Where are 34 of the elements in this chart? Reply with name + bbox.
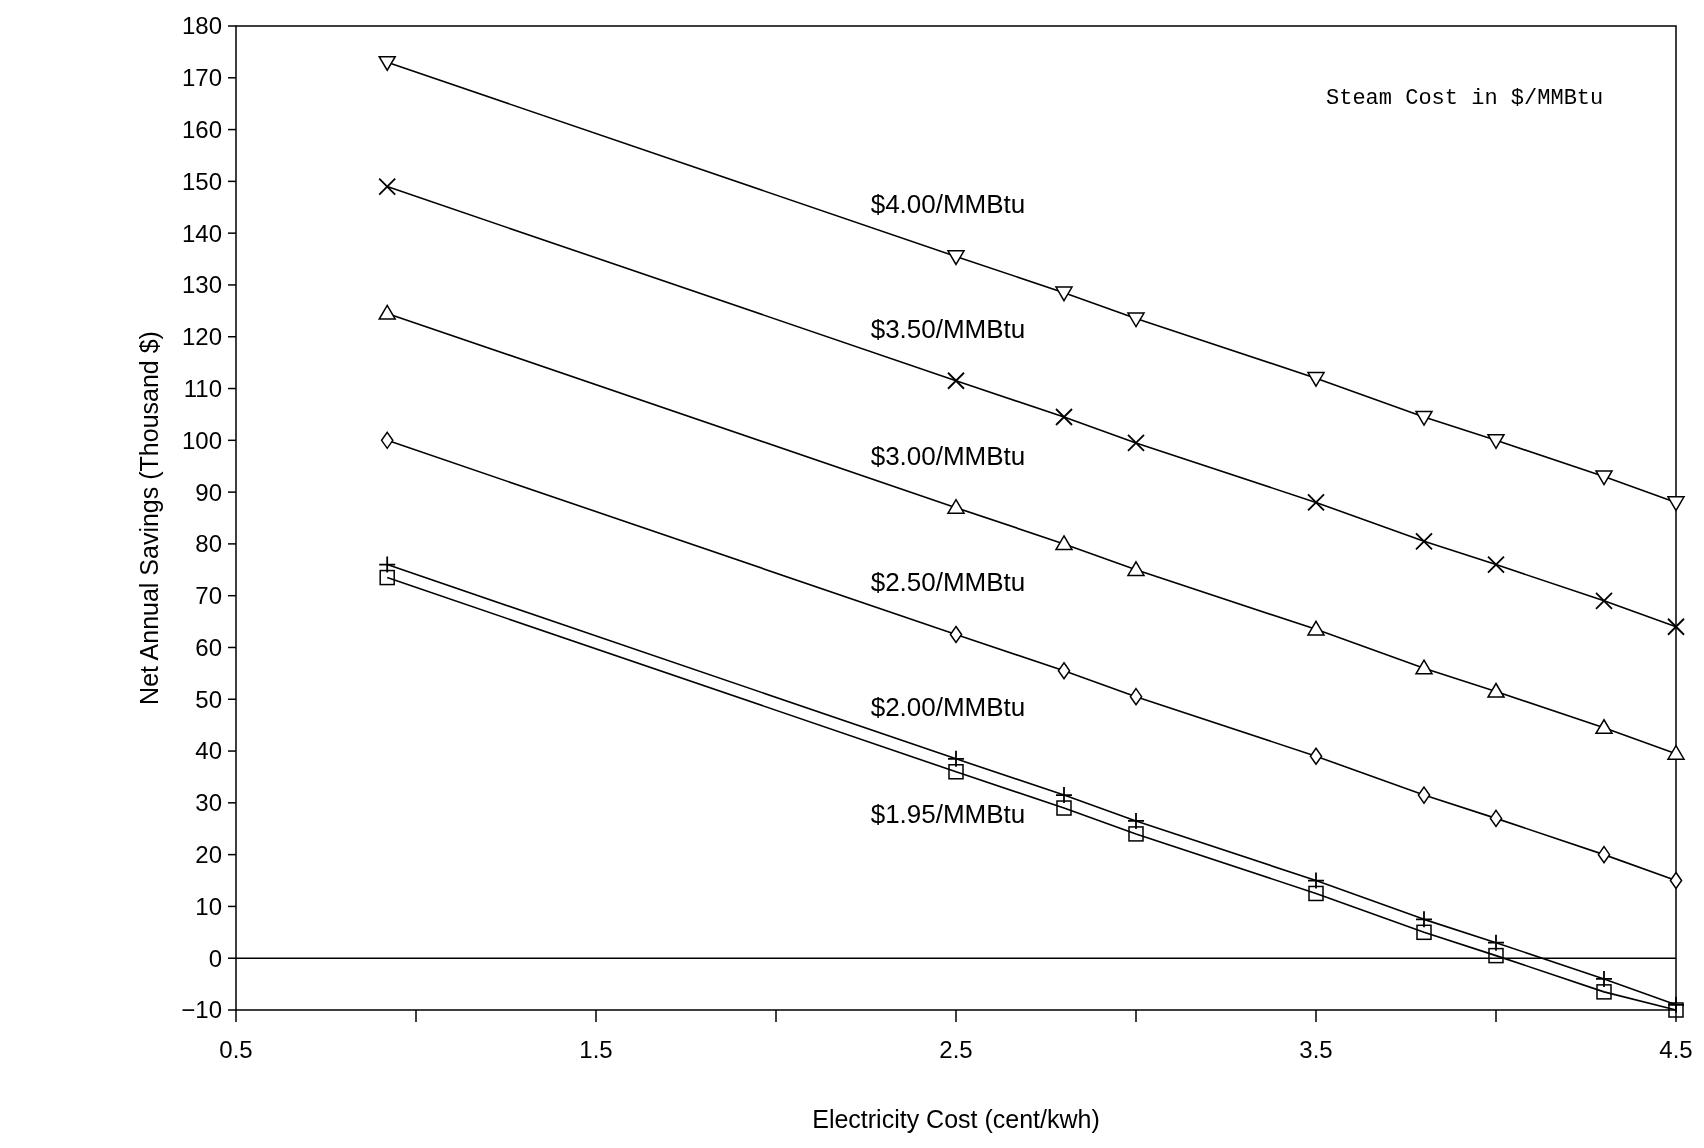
series-label: $2.00/MMBtu <box>870 691 1026 722</box>
y-tick-label: 10 <box>195 892 222 920</box>
y-tick-label: 130 <box>181 271 222 299</box>
y-tick-label: 40 <box>195 737 222 765</box>
y-tick-label: 110 <box>183 374 222 402</box>
series-label: $4.00/MMBtu <box>870 189 1026 220</box>
y-tick-label: 70 <box>195 582 222 610</box>
series-label: $1.95/MMBtu <box>870 798 1026 829</box>
y-tick-label: 80 <box>195 530 222 558</box>
x-tick-label: 1.5 <box>579 1036 613 1063</box>
y-tick-label: 150 <box>181 167 222 195</box>
y-tick-label: 140 <box>181 219 222 247</box>
y-tick-label: 30 <box>195 789 222 817</box>
x-tick-label: 4.5 <box>1659 1036 1693 1063</box>
series-label: $3.50/MMBtu <box>870 313 1026 344</box>
y-tick-label: 100 <box>181 426 222 454</box>
y-tick-label: 50 <box>195 685 222 713</box>
y-tick-label: 20 <box>195 841 222 869</box>
x-axis-title: Electricity Cost (cent/kwh) <box>812 1105 1100 1133</box>
y-tick-label: 120 <box>181 323 222 351</box>
y-tick-label: 0 <box>208 944 222 972</box>
series-label: $2.50/MMBtu <box>870 567 1026 598</box>
y-axis-title: Net Annual Savings (Thousand $) <box>135 331 163 705</box>
x-tick-label: 0.5 <box>219 1036 253 1063</box>
series-label: $3.00/MMBtu <box>870 440 1026 471</box>
x-tick-label: 3.5 <box>1299 1036 1333 1063</box>
y-tick-label: 160 <box>181 115 222 143</box>
x-tick-label: 2.5 <box>939 1036 973 1063</box>
y-tick-label: −10 <box>181 996 222 1024</box>
annotation: Steam Cost in $/MMBtu <box>1326 86 1604 111</box>
y-tick-label: 170 <box>181 64 222 92</box>
y-tick-label: 90 <box>195 478 222 506</box>
y-tick-label: 60 <box>195 633 222 661</box>
y-tick-label: 180 <box>181 12 222 40</box>
